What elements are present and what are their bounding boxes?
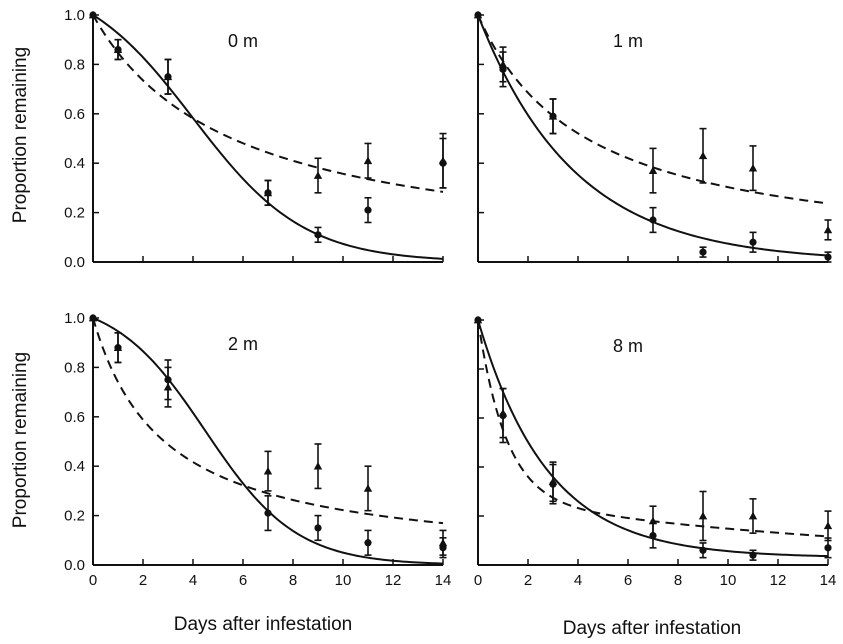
panel-1: 0.0 0.2 0.4 0.6 0.8 1.0 0 m (64, 7, 447, 271)
data-point-circle (699, 249, 706, 256)
data-point-circle (824, 544, 831, 551)
series-2 (89, 11, 447, 205)
data-point-triangle (264, 467, 272, 475)
data-point-triangle (699, 512, 707, 520)
data-point-triangle (499, 409, 507, 417)
data-point-triangle (699, 152, 707, 160)
series-1 (474, 11, 831, 262)
x-tick-label: 6 (624, 572, 632, 589)
data-point-circle (264, 510, 271, 517)
data-point-circle (824, 253, 831, 260)
series-2 (474, 316, 832, 541)
x-tick-label: 4 (189, 572, 197, 589)
x-tick-label: 12 (770, 572, 787, 589)
y-tick-label: 0.0 (64, 557, 85, 574)
data-point-triangle (314, 171, 322, 179)
data-point-triangle (439, 157, 447, 165)
x-axis-title-left: Days after infestation (174, 614, 352, 635)
panel-title: 8 m (613, 336, 643, 356)
data-point-circle (749, 552, 756, 559)
y-tick-label: 0.4 (64, 458, 85, 475)
x-axis-title-right: Days after infestation (563, 618, 741, 639)
data-point-triangle (439, 539, 447, 547)
panel-2: 1 m (474, 11, 832, 262)
fit-curve-solid (93, 15, 443, 259)
fit-curve-dashed (93, 318, 443, 523)
x-tick-label: 14 (820, 572, 837, 589)
y-tick-label: 0.2 (64, 205, 85, 222)
y-tick-label: 0.8 (64, 56, 85, 73)
y-tick-label: 0.0 (64, 254, 85, 271)
x-tick-label: 8 (289, 572, 297, 589)
data-point-triangle (824, 522, 832, 530)
data-point-triangle (364, 157, 372, 165)
x-tick-label: 0 (474, 572, 482, 589)
fit-curve-dashed (478, 320, 828, 536)
y-tick-label: 1.0 (64, 7, 85, 24)
data-point-circle (314, 231, 321, 238)
x-tick-label: 6 (239, 572, 247, 589)
series-2 (474, 11, 832, 240)
series-1 (89, 11, 446, 258)
data-point-triangle (824, 226, 832, 234)
panels: 0.0 0.2 0.4 0.6 0.8 1.0 0 m 1 m 0.0 0.2 0.4 0.6 0.8 1… (64, 7, 836, 589)
y-axis-title-top: Proportion remaining (10, 47, 31, 223)
panel-title: 1 m (613, 31, 643, 51)
x-tick-label: 0 (89, 572, 97, 589)
panel-title: 0 m (228, 31, 258, 51)
x-tick-label: 12 (385, 572, 402, 589)
x-tick-label: 10 (720, 572, 737, 589)
data-point-triangle (364, 484, 372, 492)
data-point-triangle (749, 164, 757, 172)
series-1 (89, 314, 446, 563)
y-tick-label: 0.8 (64, 359, 85, 376)
x-tick-label: 2 (524, 572, 532, 589)
y-tick-label: 0.6 (64, 409, 85, 426)
data-point-circle (364, 539, 371, 546)
fit-curve-dashed (93, 15, 443, 192)
panel-title: 2 m (228, 334, 258, 354)
x-tick-label: 2 (139, 572, 147, 589)
y-tick-label: 0.2 (64, 508, 85, 525)
data-point-triangle (649, 517, 657, 525)
y-axis-title-bottom: Proportion remaining (10, 352, 31, 528)
data-point-triangle (749, 512, 757, 520)
x-tick-label: 14 (435, 572, 452, 589)
data-point-circle (699, 547, 706, 554)
y-tick-label: 0.6 (64, 106, 85, 123)
data-point-triangle (314, 462, 322, 470)
data-point-circle (749, 239, 756, 246)
data-point-circle (364, 207, 371, 214)
x-tick-label: 10 (335, 572, 352, 589)
y-tick-label: 0.4 (64, 155, 85, 172)
x-tick-label: 8 (674, 572, 682, 589)
y-tick-label: 1.0 (64, 310, 85, 327)
x-tick-label: 4 (574, 572, 582, 589)
data-point-circle (649, 216, 656, 223)
panel-3: 0.0 0.2 0.4 0.6 0.8 1.0 0 2 4 6 8 10 12 14 2 m (64, 310, 451, 589)
data-point-circle (314, 524, 321, 531)
panel-4: 0 2 4 6 8 10 12 14 8 m (474, 316, 837, 589)
